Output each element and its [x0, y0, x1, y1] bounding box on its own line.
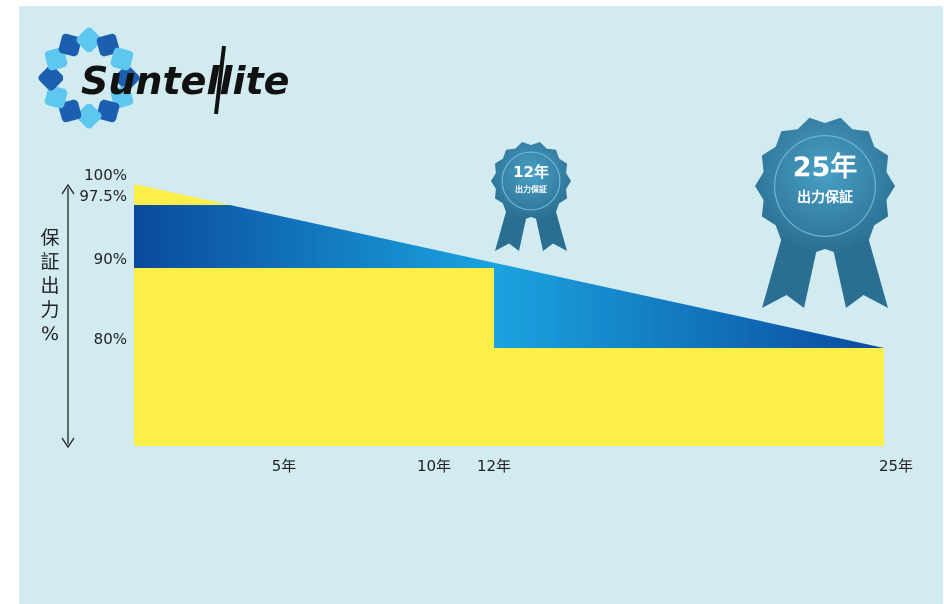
x-tick-label: 10年 [417, 457, 451, 475]
x-tick-label: 25年 [879, 457, 913, 475]
badge-12-title: 12年 [513, 163, 549, 181]
sun-petal [44, 85, 68, 109]
badge-25-subtitle: 出力保証 [797, 189, 853, 206]
logo-text: Suntellite [81, 59, 289, 103]
sun-petal [114, 65, 140, 91]
badge-25-year: 25年 出力保証 [755, 117, 895, 308]
y-tick-label: 90% [94, 250, 127, 268]
output-band-left [134, 204, 494, 268]
y-label-char: % [41, 323, 59, 345]
sun-petal [58, 33, 82, 57]
sun-petal [110, 47, 134, 71]
y-tick-labels: 100% 97.5% 90% 80% [79, 166, 127, 348]
y-label-char: 出 [40, 275, 59, 297]
sun-petal [110, 85, 134, 109]
logo-slash [214, 45, 226, 115]
sun-petal [76, 27, 102, 53]
y-label-char: 保 [40, 227, 59, 249]
guaranteed-area [134, 268, 884, 446]
sun-petal [38, 65, 64, 91]
sun-gear-icon [38, 27, 226, 129]
y-axis [61, 183, 75, 449]
badge-25-title: 25年 [793, 151, 858, 183]
rosette-ring [773, 135, 876, 238]
sun-center [63, 52, 115, 104]
rosette [755, 117, 895, 255]
sun-petal [58, 99, 82, 123]
x-tick-label: 5年 [272, 457, 297, 475]
y-tick-label: 100% [84, 166, 127, 184]
sun-petal [76, 103, 102, 129]
badge-12-year: 12年 出力保証 [491, 142, 571, 251]
x-tick-labels: 5年 10年 12年 25年 [272, 457, 913, 475]
badge-12-subtitle: 出力保証 [515, 184, 547, 194]
sun-petal [96, 33, 120, 57]
sun-petal [44, 47, 68, 71]
ribbon-medal-icon [491, 142, 571, 251]
sun-petal [96, 99, 120, 123]
rosette-ring [501, 151, 561, 211]
ribbon-medal-icon [755, 117, 895, 308]
y-label-char: 証 [40, 251, 59, 273]
output-band-right [494, 262, 884, 348]
chart-panel: Suntellite 保証出力% 100% 97.5% 90% 80% 5年 10年 12… [19, 6, 943, 604]
x-tick-label: 12年 [477, 457, 511, 475]
plot-area [134, 184, 884, 446]
initial-wedge [134, 184, 230, 205]
y-tick-label: 97.5% [79, 187, 127, 205]
y-label-char: 力 [40, 299, 59, 321]
y-tick-label: 80% [94, 330, 127, 348]
rosette [491, 142, 571, 220]
logo: Suntellite [38, 27, 289, 129]
